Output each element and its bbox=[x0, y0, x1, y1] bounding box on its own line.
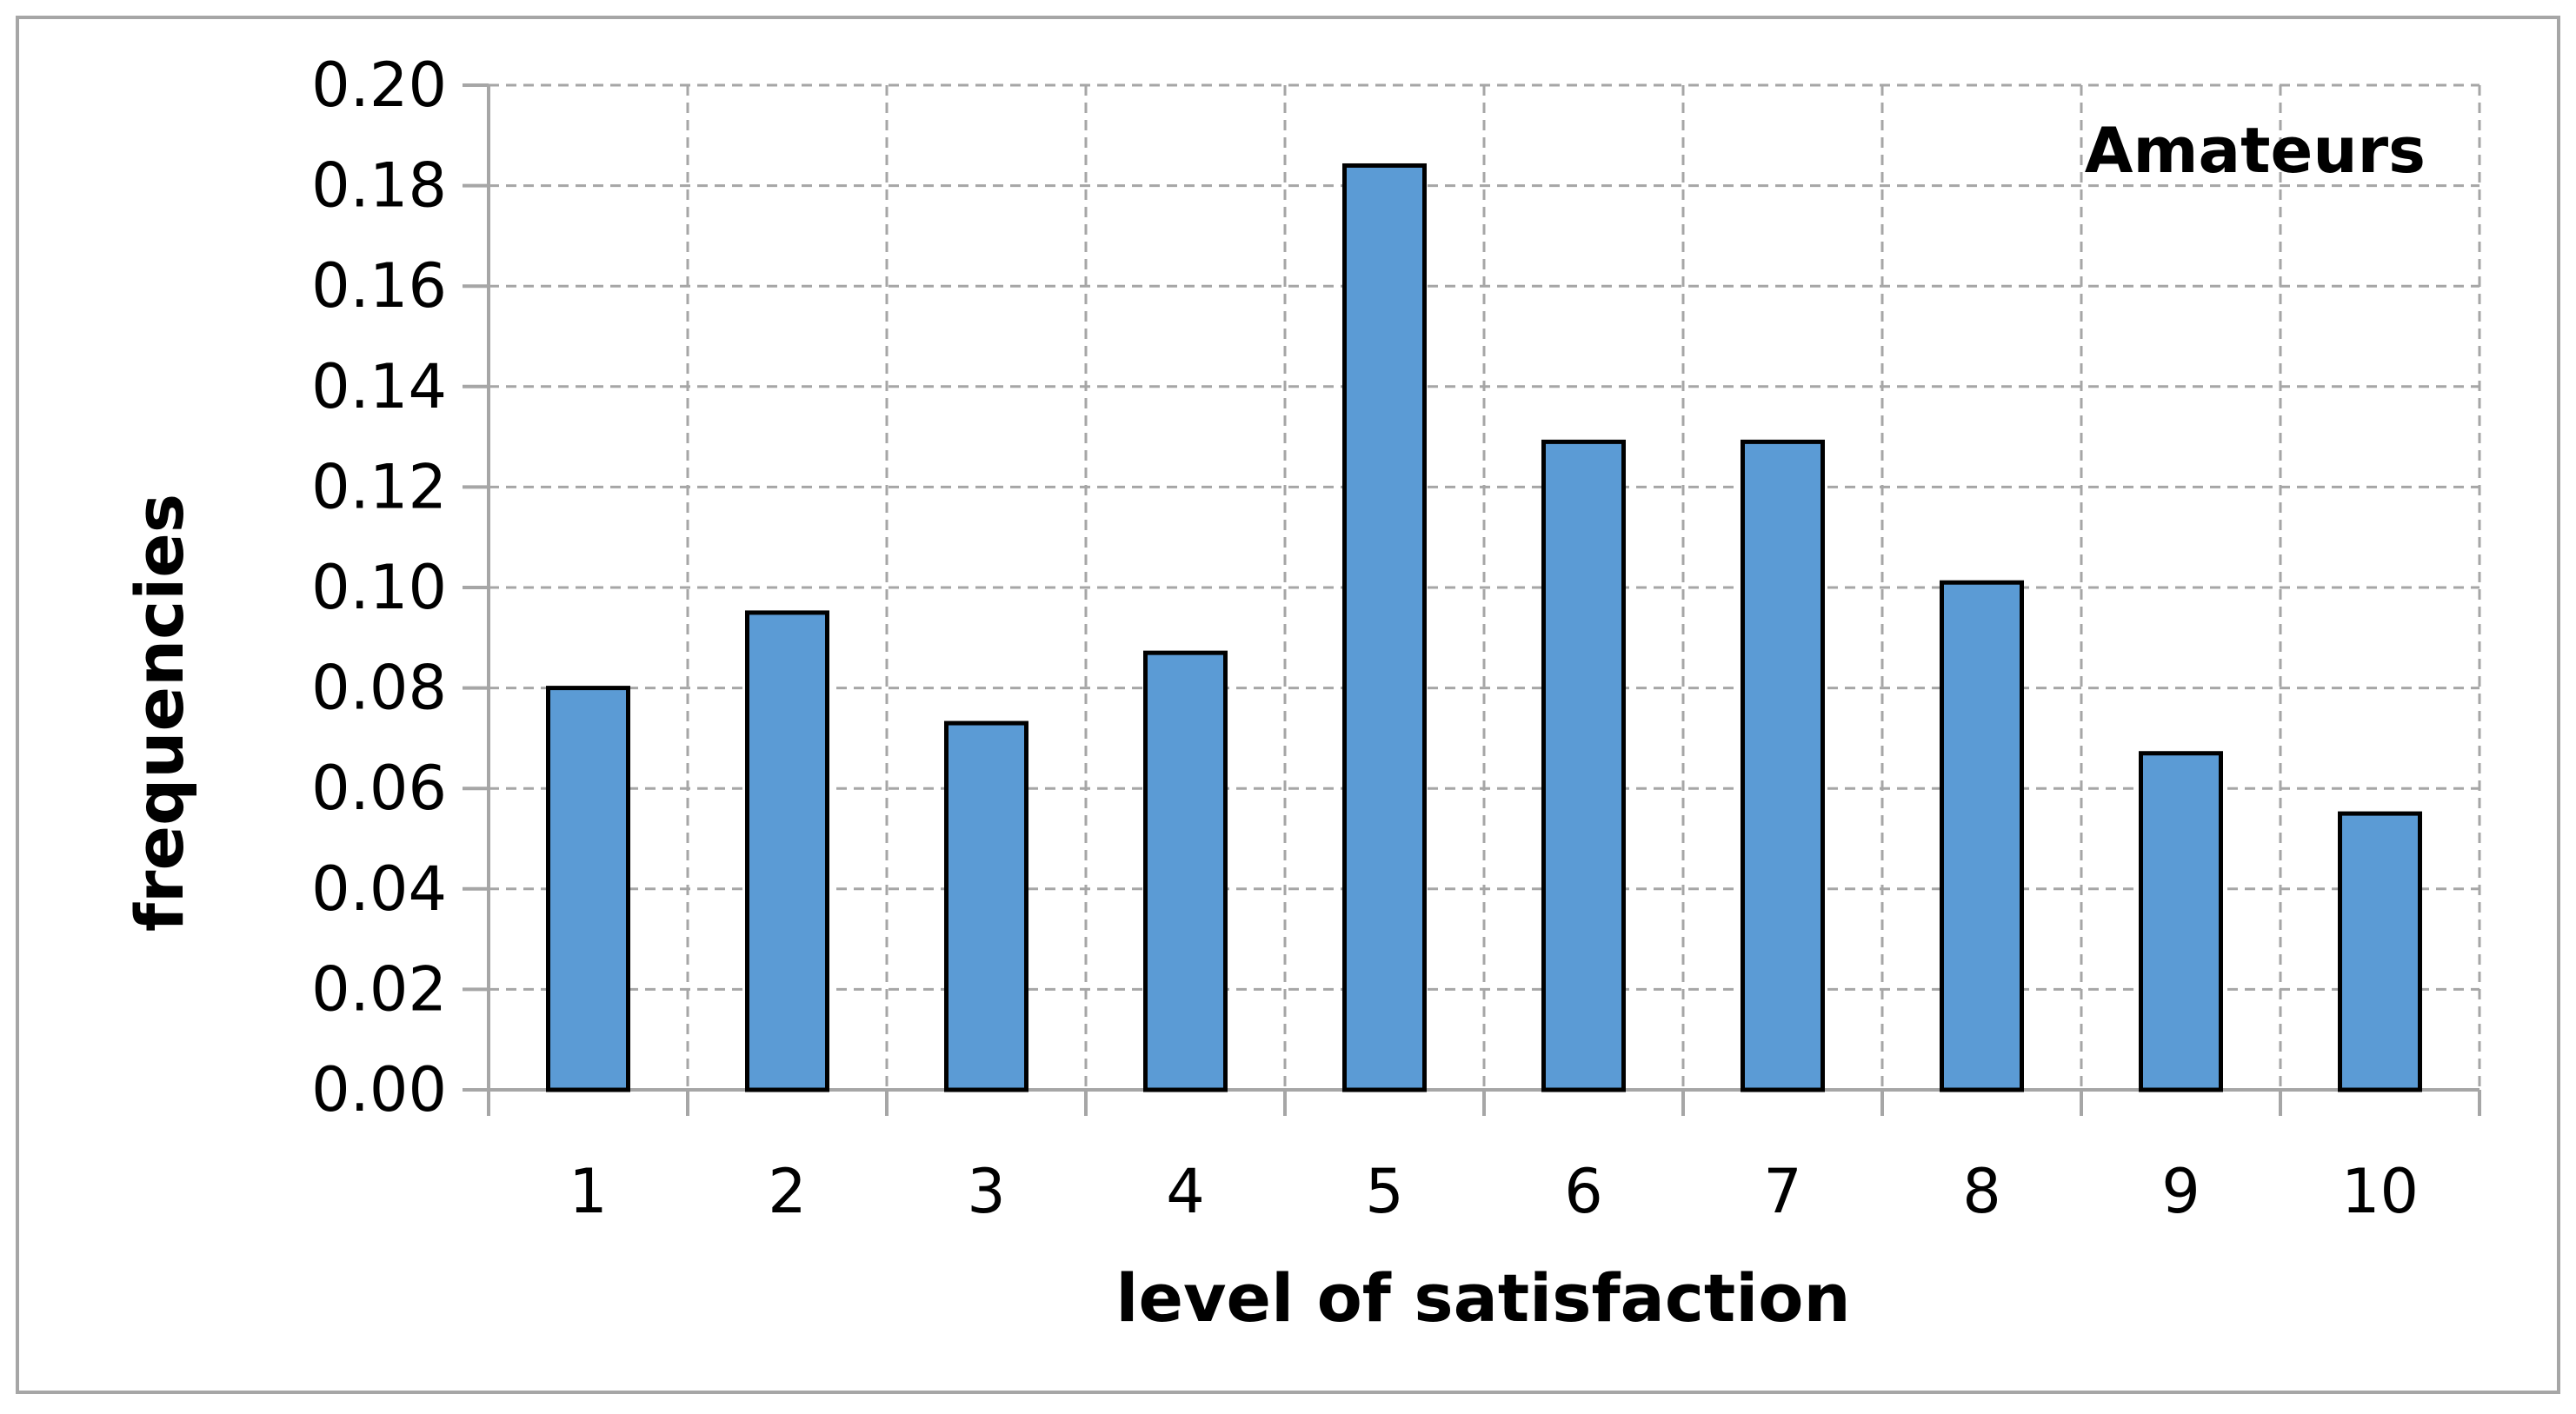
bar-6 bbox=[1541, 439, 1626, 1092]
y-tick-label: 0.18 bbox=[311, 150, 447, 222]
chart-annotation: Amateurs bbox=[2085, 114, 2426, 187]
y-tick-label: 0.06 bbox=[311, 753, 447, 824]
x-tick-label: 8 bbox=[1962, 1156, 2001, 1227]
bar-4 bbox=[1143, 650, 1228, 1092]
y-tick-label: 0.04 bbox=[311, 853, 447, 925]
bar-8 bbox=[1940, 580, 2024, 1092]
x-axis-label: level of satisfaction bbox=[1115, 1259, 1850, 1337]
tick-labels: 0.00 0.02 0.04 0.06 0.08 0.10 0.12 0.14 0.16 0.18… bbox=[311, 50, 2419, 1227]
y-axis-label: frequencies bbox=[121, 494, 198, 932]
x-tick-label: 2 bbox=[768, 1156, 807, 1227]
bars bbox=[546, 163, 2422, 1092]
bar-9 bbox=[2139, 751, 2223, 1092]
x-tick-label: 7 bbox=[1763, 1156, 1802, 1227]
bar-1 bbox=[546, 686, 630, 1092]
x-tick-label: 3 bbox=[967, 1156, 1006, 1227]
y-tick-label: 0.20 bbox=[311, 50, 447, 121]
x-tick-label: 10 bbox=[2341, 1156, 2419, 1227]
bar-3 bbox=[944, 720, 1028, 1092]
y-tick-label: 0.00 bbox=[311, 1054, 447, 1125]
bar-2 bbox=[745, 610, 829, 1092]
y-tick-label: 0.14 bbox=[311, 351, 447, 422]
x-tick-label: 1 bbox=[569, 1156, 608, 1227]
bar-10 bbox=[2338, 811, 2422, 1092]
bar-7 bbox=[1741, 439, 1825, 1092]
x-tick-label: 4 bbox=[1166, 1156, 1205, 1227]
x-tick-label: 9 bbox=[2161, 1156, 2200, 1227]
x-tick-label: 5 bbox=[1365, 1156, 1404, 1227]
y-tick-label: 0.08 bbox=[311, 653, 447, 724]
chart-frame bbox=[16, 16, 2560, 1394]
y-tick-label: 0.02 bbox=[311, 953, 447, 1025]
x-tick-label: 6 bbox=[1564, 1156, 1603, 1227]
y-tick-label: 0.10 bbox=[311, 552, 447, 623]
bar-5 bbox=[1342, 163, 1427, 1092]
y-tick-label: 0.12 bbox=[311, 451, 447, 522]
y-tick-label: 0.16 bbox=[311, 250, 447, 322]
